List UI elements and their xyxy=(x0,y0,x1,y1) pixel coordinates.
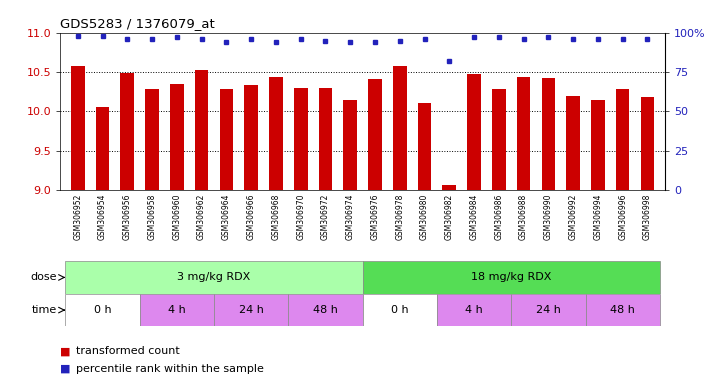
Bar xyxy=(71,66,85,190)
Bar xyxy=(591,100,605,190)
Bar xyxy=(542,78,555,190)
Bar xyxy=(288,294,363,326)
Bar xyxy=(96,108,109,190)
Text: GSM306968: GSM306968 xyxy=(272,194,280,240)
Text: GDS5283 / 1376079_at: GDS5283 / 1376079_at xyxy=(60,17,215,30)
Bar xyxy=(467,74,481,190)
Bar xyxy=(294,88,307,190)
Text: GSM306972: GSM306972 xyxy=(321,194,330,240)
Text: 48 h: 48 h xyxy=(610,305,635,315)
Bar xyxy=(641,97,654,190)
Bar xyxy=(65,294,139,326)
Text: GSM306992: GSM306992 xyxy=(569,194,577,240)
Bar xyxy=(418,103,432,190)
Text: 48 h: 48 h xyxy=(313,305,338,315)
Bar xyxy=(214,294,288,326)
Bar xyxy=(139,294,214,326)
Text: GSM306996: GSM306996 xyxy=(618,194,627,240)
Text: 18 mg/kg RDX: 18 mg/kg RDX xyxy=(471,272,552,283)
Text: GSM306954: GSM306954 xyxy=(98,194,107,240)
Bar xyxy=(442,185,456,190)
Bar xyxy=(170,84,183,190)
Bar xyxy=(363,294,437,326)
Bar xyxy=(368,79,382,190)
Text: transformed count: transformed count xyxy=(76,346,180,356)
Text: 3 mg/kg RDX: 3 mg/kg RDX xyxy=(177,272,250,283)
Text: GSM306966: GSM306966 xyxy=(247,194,256,240)
Text: ■: ■ xyxy=(60,364,71,374)
Text: GSM306990: GSM306990 xyxy=(544,194,553,240)
Text: GSM306980: GSM306980 xyxy=(420,194,429,240)
Bar xyxy=(492,89,506,190)
Text: GSM306998: GSM306998 xyxy=(643,194,652,240)
Bar xyxy=(363,261,660,294)
Text: GSM306974: GSM306974 xyxy=(346,194,355,240)
Text: GSM306978: GSM306978 xyxy=(395,194,405,240)
Text: GSM306982: GSM306982 xyxy=(445,194,454,240)
Text: 4 h: 4 h xyxy=(168,305,186,315)
Text: GSM306964: GSM306964 xyxy=(222,194,231,240)
Text: dose: dose xyxy=(31,272,57,283)
Text: GSM306988: GSM306988 xyxy=(519,194,528,240)
Bar xyxy=(245,85,258,190)
Text: percentile rank within the sample: percentile rank within the sample xyxy=(76,364,264,374)
Text: GSM306984: GSM306984 xyxy=(469,194,479,240)
Bar xyxy=(343,100,357,190)
Text: GSM306962: GSM306962 xyxy=(197,194,206,240)
Bar xyxy=(120,73,134,190)
Text: GSM306970: GSM306970 xyxy=(296,194,305,240)
Bar xyxy=(65,261,363,294)
Text: GSM306976: GSM306976 xyxy=(370,194,380,240)
Bar xyxy=(616,89,629,190)
Bar xyxy=(220,89,233,190)
Text: GSM306960: GSM306960 xyxy=(172,194,181,240)
Bar xyxy=(586,294,660,326)
Bar xyxy=(145,89,159,190)
Bar xyxy=(517,77,530,190)
Text: 24 h: 24 h xyxy=(536,305,561,315)
Text: 24 h: 24 h xyxy=(239,305,264,315)
Text: GSM306986: GSM306986 xyxy=(494,194,503,240)
Bar xyxy=(195,70,208,190)
Text: time: time xyxy=(31,305,57,315)
Bar xyxy=(437,294,511,326)
Bar xyxy=(319,88,332,190)
Text: GSM306958: GSM306958 xyxy=(148,194,156,240)
Bar xyxy=(269,77,283,190)
Bar xyxy=(567,96,580,190)
Text: ■: ■ xyxy=(60,346,71,356)
Bar xyxy=(393,66,407,190)
Text: 4 h: 4 h xyxy=(465,305,483,315)
Text: GSM306956: GSM306956 xyxy=(123,194,132,240)
Text: GSM306952: GSM306952 xyxy=(73,194,82,240)
Text: GSM306994: GSM306994 xyxy=(594,194,602,240)
Text: 0 h: 0 h xyxy=(391,305,409,315)
Text: 0 h: 0 h xyxy=(94,305,112,315)
Bar xyxy=(511,294,586,326)
